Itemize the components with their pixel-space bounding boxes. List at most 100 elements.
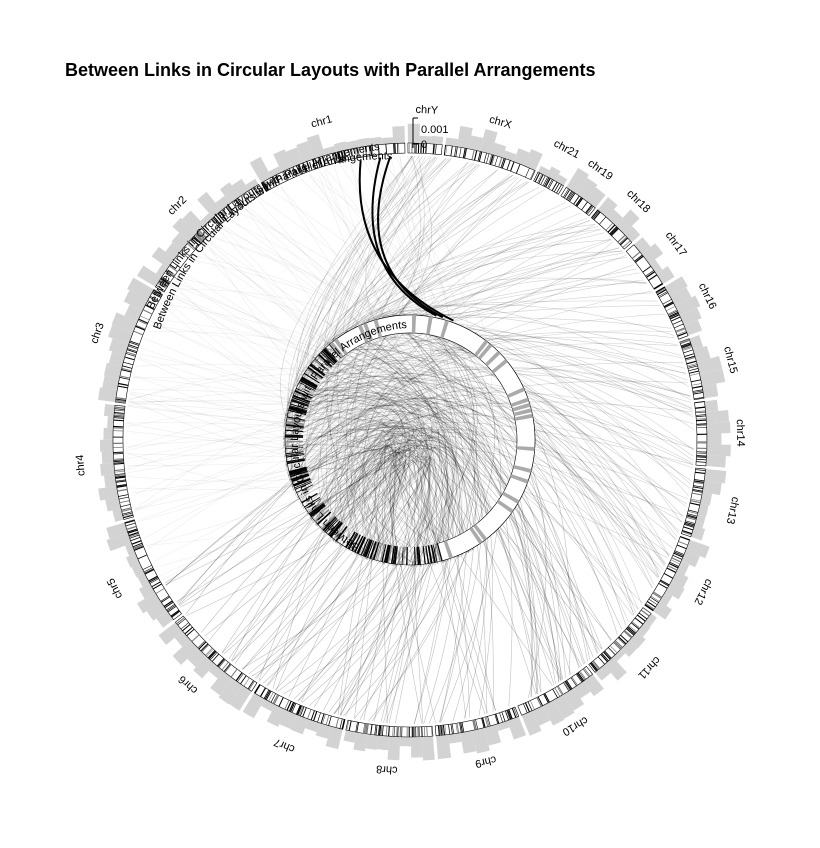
link <box>354 163 478 558</box>
outer-band <box>125 353 136 357</box>
outer-band <box>455 723 458 734</box>
link <box>313 458 435 708</box>
outer-band <box>692 488 703 492</box>
outer-band <box>566 680 573 690</box>
outer-band <box>328 715 332 726</box>
outer-band <box>649 596 659 603</box>
outer-band <box>557 685 564 695</box>
outer-band <box>221 661 229 671</box>
histogram-bar <box>106 532 132 552</box>
outer-band <box>137 319 148 325</box>
outer-band <box>477 151 481 162</box>
outer-band <box>191 634 200 642</box>
outer-band <box>473 150 478 161</box>
outer-band <box>445 145 448 156</box>
inner-annotation-band <box>512 402 531 412</box>
link <box>331 336 660 578</box>
outer-band <box>488 154 493 165</box>
link <box>379 290 652 562</box>
outer-band <box>485 716 490 727</box>
outer-band <box>135 324 146 330</box>
outer-band <box>444 145 447 156</box>
link <box>178 423 401 605</box>
inner-band <box>435 543 441 562</box>
outer-band <box>235 672 243 682</box>
link <box>135 363 413 562</box>
scale-min-label: 0 <box>421 139 427 151</box>
outer-band <box>133 544 143 549</box>
link <box>244 208 399 428</box>
link <box>293 416 629 622</box>
outer-band <box>579 670 587 680</box>
link <box>130 391 402 429</box>
outer-band <box>119 375 130 379</box>
outer-band <box>513 707 518 718</box>
inner-band <box>290 470 308 478</box>
outer-band <box>484 716 489 727</box>
outer-band <box>127 348 138 352</box>
link <box>318 219 590 543</box>
histogram-bar <box>334 141 348 153</box>
link <box>141 347 403 470</box>
outer-band <box>610 227 619 236</box>
outer-band <box>122 511 133 515</box>
highlight-link <box>371 157 437 317</box>
link <box>282 374 666 566</box>
link <box>362 247 620 564</box>
chromosome-label-chr11: chr11 <box>636 654 663 682</box>
link <box>296 381 538 695</box>
outer-band <box>357 147 361 158</box>
outer-band <box>669 313 679 318</box>
outer-band <box>536 697 542 707</box>
inner-annotation-band <box>469 527 483 544</box>
outer-band <box>200 643 209 652</box>
outer-band <box>218 659 226 668</box>
link <box>348 368 691 552</box>
outer-band <box>334 152 338 163</box>
link <box>286 157 438 479</box>
link <box>414 446 496 711</box>
outer-band <box>371 145 374 156</box>
link <box>280 186 410 475</box>
link <box>283 413 591 660</box>
link <box>171 284 410 512</box>
link <box>151 321 407 434</box>
histogram-bar <box>125 543 136 557</box>
outer-band <box>659 292 669 298</box>
histogram-bar <box>279 709 298 730</box>
inner-band <box>304 497 320 508</box>
outer-band <box>432 143 435 154</box>
link <box>324 155 413 347</box>
inner-band <box>291 474 310 482</box>
outer-band <box>117 488 128 492</box>
link <box>313 349 513 707</box>
inner-annotation-band <box>510 474 529 484</box>
outer-band <box>585 204 593 214</box>
outer-band <box>423 726 426 737</box>
inner-band <box>306 368 323 380</box>
outer-band <box>601 653 609 662</box>
inner-band <box>425 545 430 564</box>
link <box>287 174 513 406</box>
histogram-bar <box>266 704 287 727</box>
outer-band <box>646 271 656 278</box>
inner-band <box>325 347 338 362</box>
outer-band <box>617 234 626 243</box>
link <box>147 331 463 559</box>
outer-band <box>171 610 181 618</box>
outer-band <box>687 513 698 517</box>
outer-band <box>128 345 138 350</box>
link <box>339 162 406 421</box>
outer-band <box>425 143 427 154</box>
link <box>337 450 449 715</box>
link <box>338 334 460 719</box>
inner-band <box>287 416 305 421</box>
outer-band <box>683 349 694 354</box>
link <box>284 408 482 724</box>
outer-band <box>115 474 126 477</box>
outer-band <box>577 672 585 682</box>
outer-band <box>135 325 146 331</box>
inner-band <box>296 388 313 397</box>
outer-band <box>143 567 154 573</box>
outer-band <box>623 631 632 639</box>
